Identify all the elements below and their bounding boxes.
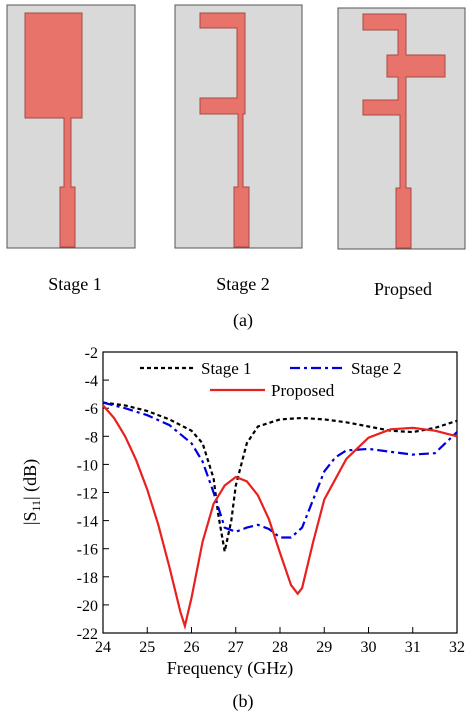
x-tick-label: 32 <box>449 639 465 656</box>
antenna-stage-2 <box>199 12 250 248</box>
y-tick-label: -8 <box>85 429 98 446</box>
y-tick-label: -18 <box>77 570 98 587</box>
x-tick-label: 27 <box>228 639 244 656</box>
x-tick-label: 28 <box>272 639 288 656</box>
caption: (a) <box>233 310 253 331</box>
caption: (b) <box>233 691 254 712</box>
y-label-part: | (dB) <box>20 459 41 500</box>
y-tick-label: -10 <box>77 457 98 474</box>
x-tick-label: 26 <box>184 639 200 656</box>
legend-label: Proposed <box>271 381 335 400</box>
x-tick-label: 31 <box>405 639 421 656</box>
y-tick-label: -2 <box>85 345 98 362</box>
panel-label: Stage 2 <box>216 274 270 294</box>
y-tick-label: -16 <box>77 542 98 559</box>
y-tick-label: -14 <box>77 514 98 531</box>
legend-label: Stage 1 <box>201 359 252 378</box>
y-tick-label: -6 <box>85 401 98 418</box>
series-line <box>102 401 458 552</box>
y-tick-label: -22 <box>77 626 98 643</box>
antenna-stage-1 <box>24 12 83 248</box>
y-label-part: |S <box>20 512 40 526</box>
series-line <box>102 404 458 631</box>
y-tick-label: -12 <box>77 486 98 503</box>
x-tick-label: 30 <box>361 639 377 656</box>
x-tick-label: 25 <box>139 639 155 656</box>
panel-label: Propsed <box>374 279 432 299</box>
y-axis-label: |S11| (dB) <box>20 459 43 525</box>
y-label-subscript: 11 <box>29 500 43 512</box>
x-axis-label: Frequency (GHz) <box>167 658 293 679</box>
series-line <box>102 401 458 539</box>
panel-label: Stage 1 <box>48 274 102 294</box>
y-tick-label: -20 <box>77 598 98 615</box>
x-tick-label: 29 <box>316 639 332 656</box>
antenna-proposed <box>362 13 446 249</box>
legend-label: Stage 2 <box>351 359 402 378</box>
x-tick-label: 24 <box>95 639 111 656</box>
y-tick-label: -4 <box>85 373 98 390</box>
